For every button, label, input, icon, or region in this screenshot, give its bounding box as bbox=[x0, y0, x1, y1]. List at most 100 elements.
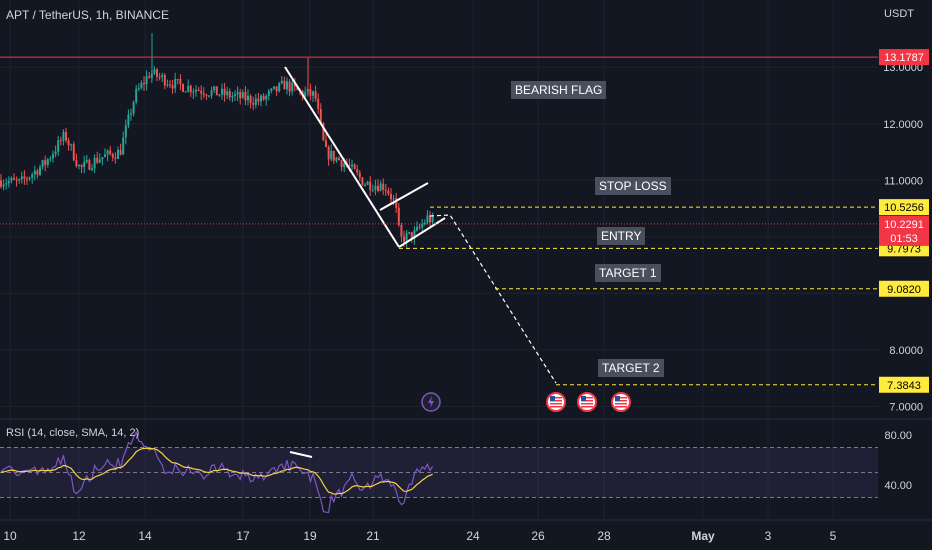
candle-body bbox=[223, 88, 226, 96]
candle-body bbox=[127, 114, 130, 126]
candle-body bbox=[325, 140, 327, 148]
candle-body bbox=[23, 176, 26, 179]
candle-body bbox=[41, 160, 44, 168]
us-flag-icon[interactable] bbox=[577, 392, 597, 412]
candle-body bbox=[33, 170, 36, 175]
level-tag bbox=[879, 376, 929, 393]
stop-loss-label[interactable]: STOP LOSS bbox=[595, 177, 671, 195]
candle-body bbox=[353, 164, 356, 170]
candle-body bbox=[54, 151, 57, 155]
level-tag bbox=[879, 280, 929, 297]
currency-label[interactable]: USDT bbox=[884, 8, 914, 20]
candle-body bbox=[418, 226, 421, 228]
candle-body bbox=[91, 168, 93, 170]
candle-body bbox=[239, 92, 242, 99]
candle-body bbox=[98, 159, 101, 163]
target-1-label[interactable]: TARGET 1 bbox=[595, 264, 661, 282]
time-tick-label: 17 bbox=[236, 529, 250, 543]
candle-body bbox=[184, 91, 187, 93]
candle-body bbox=[340, 160, 343, 168]
candle-body bbox=[137, 88, 140, 90]
flag-stripe bbox=[550, 400, 562, 402]
candle-body bbox=[379, 183, 382, 192]
candle-body bbox=[65, 131, 67, 141]
symbol-title[interactable]: APT / TetherUS, 1h, BINANCE bbox=[6, 8, 169, 22]
candle-body bbox=[130, 113, 132, 115]
candle-body bbox=[358, 172, 361, 178]
candle-body bbox=[20, 176, 23, 180]
price-levels bbox=[0, 56, 878, 386]
rsi-line bbox=[0, 430, 434, 514]
time-tick-label: 24 bbox=[466, 529, 480, 543]
rsi-tick-label: 80.00 bbox=[884, 430, 912, 442]
candle-body bbox=[208, 95, 210, 97]
candle-body bbox=[247, 95, 249, 101]
candle-body bbox=[257, 98, 260, 102]
rsi-ma-line bbox=[0, 447, 433, 495]
candle-body bbox=[114, 157, 117, 159]
candle-body bbox=[109, 150, 112, 154]
candle-body bbox=[309, 89, 312, 96]
us-flag-icon[interactable] bbox=[611, 392, 631, 412]
candle-body bbox=[96, 157, 99, 163]
price-tick-label: 13.0000 bbox=[883, 62, 923, 74]
candle-body bbox=[182, 84, 184, 92]
candle-body bbox=[262, 95, 265, 100]
candle-body bbox=[192, 91, 195, 93]
candle-body bbox=[153, 69, 156, 74]
candle-body bbox=[156, 69, 158, 77]
candle-body bbox=[395, 198, 398, 208]
level-tag-label: 13.1787 bbox=[884, 52, 924, 64]
candle-body bbox=[338, 157, 340, 161]
candle-body bbox=[44, 160, 47, 165]
candle-body bbox=[78, 165, 80, 167]
rsi-divergence-line bbox=[289, 451, 313, 458]
flag-stripe bbox=[550, 406, 562, 408]
candle-body bbox=[413, 230, 416, 240]
candle-body bbox=[382, 183, 385, 190]
flag-stripe bbox=[581, 397, 593, 399]
flag-stripe bbox=[615, 403, 627, 405]
candle-body bbox=[2, 184, 5, 187]
candle-body bbox=[197, 89, 200, 91]
candle-body bbox=[143, 83, 145, 85]
candle-body bbox=[416, 226, 418, 231]
lightning-icon[interactable] bbox=[421, 392, 441, 412]
candle-body bbox=[351, 164, 353, 167]
candle-body bbox=[179, 79, 182, 85]
candle-body bbox=[278, 83, 281, 92]
candle-body bbox=[140, 83, 143, 89]
grid bbox=[0, 0, 878, 520]
candle-body bbox=[400, 225, 403, 237]
rsi-title[interactable]: RSI (14, close, SMA, 14, 2) bbox=[6, 427, 140, 439]
time-tick-label: 26 bbox=[531, 529, 545, 543]
candle-body bbox=[62, 131, 65, 141]
candle-body bbox=[75, 160, 78, 167]
candle-body bbox=[322, 123, 325, 141]
flag-canton bbox=[581, 396, 586, 401]
candle-body bbox=[187, 85, 190, 92]
target-2-label[interactable]: TARGET 2 bbox=[598, 359, 664, 377]
flag-circle bbox=[546, 392, 566, 412]
candle-body bbox=[88, 160, 91, 170]
event-markers[interactable] bbox=[421, 392, 631, 412]
bearish-flag-label[interactable]: BEARISH FLAG bbox=[511, 81, 607, 99]
flag-stripe bbox=[550, 403, 562, 405]
candle-body bbox=[226, 91, 229, 96]
candle-body bbox=[189, 85, 192, 93]
candle-body bbox=[200, 90, 203, 94]
candle-body bbox=[275, 86, 278, 92]
candle-body bbox=[319, 109, 322, 124]
candle-body bbox=[423, 222, 426, 225]
candle-body bbox=[124, 125, 127, 138]
flag-lower-line bbox=[398, 217, 446, 248]
candle-body bbox=[236, 92, 239, 95]
entry-label[interactable]: ENTRY bbox=[597, 227, 646, 245]
candle-body bbox=[410, 232, 413, 240]
candle-body bbox=[369, 181, 372, 191]
candle-body bbox=[213, 86, 216, 91]
us-flag-icon[interactable] bbox=[546, 392, 566, 412]
candle-body bbox=[85, 160, 88, 162]
candle-body bbox=[31, 174, 34, 178]
